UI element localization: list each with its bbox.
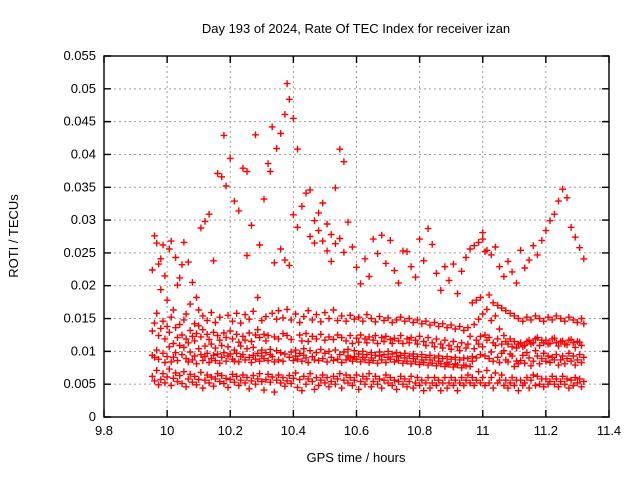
x-tick-label: 11.2 [534,423,558,438]
y-tick-label: 0.03 [71,212,96,227]
chart-title: Day 193 of 2024, Rate Of TEC Index for r… [202,21,510,36]
y-tick-label: 0.04 [71,146,96,161]
y-tick-label: 0.02 [71,278,96,293]
x-tick-label: 10.4 [281,423,306,438]
x-tick-label: 11.4 [597,423,621,438]
y-tick-label: 0.015 [63,311,96,326]
y-tick-label: 0.005 [63,376,96,391]
x-tick-label: 10.2 [218,423,243,438]
y-axis-label: ROTI / TECUs [6,194,21,278]
data-points [148,80,588,396]
y-tick-label: 0.05 [71,81,96,96]
x-tick-label: 10.8 [407,423,432,438]
y-tick-label: 0.01 [71,343,96,358]
y-tick-label: 0 [89,409,96,424]
x-axis-label: GPS time / hours [307,450,406,465]
x-tick-label: 11 [476,423,490,438]
tick-marks [103,55,610,418]
y-tick-label: 0.045 [63,114,96,129]
x-tick-label: 10.6 [344,423,369,438]
y-tick-label: 0.035 [63,179,96,194]
axis-tick-marks [103,55,610,418]
y-tick-label: 0.025 [63,245,96,260]
axis-tick-labels: 9.8 10 10.2 10.4 10.6 10.8 11 11.2 11.4 0 0.005 0.0… [63,48,621,438]
y-tick-label: 0.055 [63,48,96,63]
x-tick-label: 9.8 [95,423,113,438]
x-tick-label: 10 [160,423,174,438]
